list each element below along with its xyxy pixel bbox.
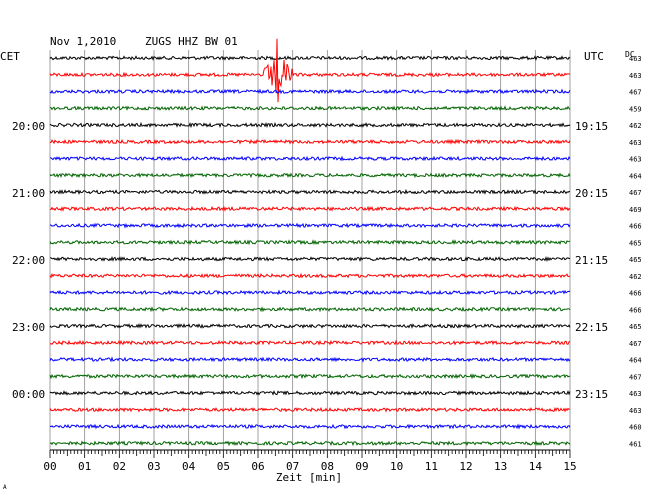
trace-line: [49, 38, 571, 103]
x-tick-label: 05: [217, 460, 230, 473]
left-time-label: 00:00: [12, 388, 45, 401]
x-tick-label: 14: [529, 460, 543, 473]
dc-offset-label: 467: [629, 89, 642, 97]
dc-offset-label: 461: [629, 440, 642, 448]
trace-line: [49, 339, 571, 346]
dc-offset-label: 460: [629, 424, 642, 432]
dc-offset-label: 462: [629, 122, 642, 130]
trace-line: [49, 188, 571, 195]
trace-line: [49, 389, 571, 396]
x-tick-label: 12: [459, 460, 472, 473]
left-time-label: 20:00: [12, 120, 45, 133]
right-time-label: 20:15: [575, 187, 608, 200]
station-label: ZUGS HHZ BW 01: [145, 35, 238, 48]
dc-label: DC: [625, 50, 635, 59]
trace-line: [49, 239, 571, 246]
dc-offset-label: 466: [629, 290, 642, 298]
x-tick-label: 08: [321, 460, 334, 473]
trace-line: [49, 323, 571, 329]
x-tick-label: 09: [355, 460, 368, 473]
dc-offset-label: 467: [629, 189, 642, 197]
x-tick-label: 00: [43, 460, 56, 473]
seismic-traces: [49, 38, 571, 447]
x-tick-label: 02: [113, 460, 126, 473]
trace-line: [49, 272, 571, 279]
trace-line: [49, 289, 571, 296]
dc-offset-label: 462: [629, 273, 642, 281]
dc-offset-label: 464: [629, 172, 642, 180]
trace-line: [49, 255, 571, 263]
trace-line: [49, 356, 571, 363]
dc-offset-label: 467: [629, 373, 642, 381]
dc-offset-label: 467: [629, 340, 642, 348]
trace-line: [50, 205, 571, 212]
trace-line: [49, 406, 571, 413]
dc-offset-label: 459: [629, 105, 642, 113]
date-label: Nov 1,2010: [50, 35, 116, 48]
trace-line: [49, 172, 571, 179]
dc-offset-label: 465: [629, 239, 642, 247]
x-tick-label: 10: [390, 460, 403, 473]
trace-line: [49, 423, 571, 430]
x-tick-label: 01: [78, 460, 91, 473]
x-tick-label: 07: [286, 460, 299, 473]
dc-offset-label: 465: [629, 256, 642, 264]
x-tick-label: 11: [425, 460, 438, 473]
corner-mark: A: [3, 484, 7, 491]
x-axis: 00 01 02 03 04 05 06 07 08 09 10 11 12 13 14 15: [43, 449, 577, 473]
x-tick-label: 03: [147, 460, 160, 473]
x-axis-title: Zeit [min]: [276, 471, 342, 484]
left-time-label: 23:00: [12, 321, 45, 334]
trace-line: [49, 306, 571, 313]
x-tick-label: 15: [563, 460, 576, 473]
trace-line: [49, 222, 571, 229]
right-time-label: 19:15: [575, 120, 608, 133]
trace-line: [49, 155, 571, 162]
dc-offset-label: 463: [629, 72, 642, 80]
time-labels: 463 463 467 459 462 463 463 464 467 469 466 465 465 4…: [12, 55, 642, 448]
left-timezone-label: CET: [0, 50, 20, 63]
trace-line: [49, 373, 571, 380]
trace-line: [49, 138, 571, 145]
dc-offset-label: 463: [629, 390, 642, 398]
trace-line: [49, 121, 571, 129]
dc-offset-label: 464: [629, 357, 642, 365]
dc-offset-label: 469: [629, 206, 642, 214]
dc-offset-label: 463: [629, 407, 642, 415]
grid-lines: [49, 50, 571, 450]
dc-offset-label: 463: [629, 156, 642, 164]
dc-offset-label: 466: [629, 223, 642, 231]
right-time-label: 21:15: [575, 254, 608, 267]
right-time-label: 22:15: [575, 321, 608, 334]
x-tick-label: 04: [182, 460, 196, 473]
dc-offset-label: 463: [629, 139, 642, 147]
dc-offset-label: 463: [629, 55, 642, 63]
x-tick-label: 13: [494, 460, 507, 473]
trace-line: [49, 88, 571, 95]
left-time-label: 21:00: [12, 187, 45, 200]
left-time-label: 22:00: [12, 254, 45, 267]
x-tick-label: 06: [251, 460, 264, 473]
right-timezone-label: UTC: [584, 50, 604, 63]
trace-line: [49, 55, 571, 61]
dc-offset-label: 466: [629, 306, 642, 314]
trace-line: [49, 440, 571, 447]
trace-line: [50, 105, 571, 112]
right-time-label: 23:15: [575, 388, 608, 401]
dc-offset-label: 465: [629, 323, 642, 331]
